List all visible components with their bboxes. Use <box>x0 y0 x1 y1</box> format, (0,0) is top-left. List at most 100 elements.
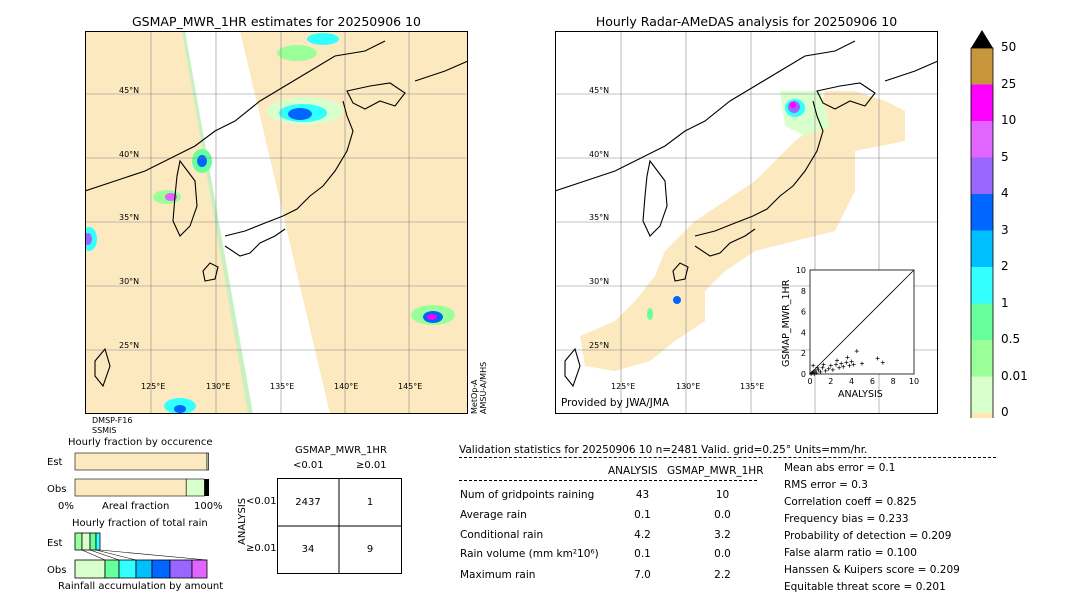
validation-col-analysis: ANALYSIS <box>608 465 658 477</box>
stat-row-analysis: 7.0 <box>634 569 651 581</box>
colorbar-tick-label: 10 <box>1001 113 1017 127</box>
stat-row-analysis: 0.1 <box>634 548 651 560</box>
scatter-point <box>814 370 819 375</box>
scatter-point <box>830 367 835 372</box>
right-lon-130: 130°E <box>676 382 701 391</box>
left-lat-45: 45°N <box>119 86 140 95</box>
contingency-row2: ≥0.01 <box>246 543 277 554</box>
right-lat-45: 45°N <box>589 86 610 95</box>
colorbar-segment <box>971 340 993 377</box>
colorbar-segment <box>971 121 993 158</box>
occ-obs-dry-bar <box>74 478 187 497</box>
total-rain-chart <box>74 532 208 579</box>
occ-obs-heavy-bar <box>204 479 209 496</box>
contingency-col1: <0.01 <box>293 460 324 471</box>
colorbar-segment <box>971 48 993 85</box>
occ-obs-rain-bar <box>185 478 205 497</box>
colorbar-tick-label: 0 <box>1001 405 1009 419</box>
occurrence-title: Hourly fraction by occurence <box>68 437 213 448</box>
stat-row-gsmap: 0.0 <box>714 548 731 560</box>
stat-row-gsmap: 0.0 <box>714 509 731 521</box>
right-map-title: Hourly Radar-AMeDAS analysis for 2025090… <box>595 14 898 29</box>
score-line: Hanssen & Kuipers score = 0.209 <box>784 564 960 576</box>
scatter-point <box>875 356 880 361</box>
validation-divider-top <box>459 457 996 458</box>
contingency-cell-11: 2437 <box>295 497 321 508</box>
score-line: Equitable threat score = 0.201 <box>784 581 946 593</box>
scatter-point <box>849 359 854 364</box>
left-map-frame <box>85 31 468 414</box>
colorbar-segment <box>971 194 993 231</box>
right-lon-135: 135°E <box>740 382 765 391</box>
contingency-cell-12: 1 <box>366 497 374 508</box>
left-lat-30: 30°N <box>119 277 140 286</box>
scatter-ytick: 6 <box>801 308 806 317</box>
contingency-cell-22: 9 <box>366 544 374 555</box>
colorbar-tick-label: 3 <box>1001 222 1009 237</box>
right-lat-25: 25°N <box>589 341 610 350</box>
right-map-frame <box>555 31 938 414</box>
score-line: Probability of detection = 0.209 <box>784 530 952 542</box>
scatter-ylabel: GSMAP_MWR_1HR <box>781 279 792 367</box>
occ-axis-right: 100% <box>194 501 223 512</box>
scatter-point <box>828 363 833 368</box>
right-sat-label: MetOp-A AMSU-A/MHS <box>470 361 488 414</box>
score-line: Frequency bias = 0.233 <box>784 513 909 525</box>
stat-row-label: Conditional rain <box>460 529 544 541</box>
stat-row-analysis: 43 <box>635 489 650 501</box>
left-lon-140: 140°E <box>334 382 359 391</box>
colorbar-segment <box>971 267 993 304</box>
scatter-point <box>816 367 821 372</box>
provided-by: Provided by JWA/JMA <box>561 397 670 409</box>
left-lon-145: 145°E <box>398 382 423 391</box>
left-lon-135: 135°E <box>270 382 295 391</box>
colorbar-tick-label: 0.5 <box>1001 332 1021 346</box>
scatter-ytick: 10 <box>796 266 806 275</box>
left-lon-125: 125°E <box>141 382 166 391</box>
scatter-point <box>823 368 828 373</box>
occ-est-dry-bar <box>74 452 208 471</box>
scatter-point <box>826 366 831 371</box>
stat-row-label: Maximum rain <box>460 569 536 581</box>
stat-row-analysis: 0.1 <box>634 509 651 521</box>
scatter-xtick: 0 <box>807 377 812 386</box>
left-lat-40: 40°N <box>119 150 140 159</box>
scatter-point <box>847 363 852 368</box>
occ-obs-label: Obs <box>47 484 67 495</box>
scatter-ytick: 0 <box>801 370 806 379</box>
scatter-xtick: 6 <box>870 377 875 386</box>
left-lon-130: 130°E <box>206 382 231 391</box>
contingency-row1: <0.01 <box>246 496 277 507</box>
colorbar-tick-label: 50 <box>1001 40 1017 54</box>
colorbar-tick-label: 0.01 <box>1001 368 1028 383</box>
scatter-point <box>813 368 818 373</box>
occurrence-chart <box>74 452 209 497</box>
scatter-point <box>844 360 849 365</box>
stat-row-gsmap: 2.2 <box>714 569 731 581</box>
scatter-xlabel: ANALYSIS <box>838 389 883 400</box>
scatter-point <box>835 358 840 363</box>
scatter-point <box>821 362 826 367</box>
colorbar <box>970 30 994 418</box>
scatter-point <box>860 361 864 366</box>
validation-divider-cols <box>459 480 757 481</box>
contingency-title: GSMAP_MWR_1HR <box>295 445 387 456</box>
score-line: RMS error = 0.3 <box>784 479 868 491</box>
scatter-xtick: 8 <box>891 377 896 386</box>
contingency-cell-21: 34 <box>301 544 315 555</box>
scatter-point <box>812 372 817 376</box>
scatter-point <box>811 363 816 368</box>
right-lat-30: 30°N <box>589 277 610 286</box>
scatter-diagonal <box>809 269 915 375</box>
colorbar-tick-label: 25 <box>1001 76 1017 91</box>
stat-row-label: Average rain <box>460 509 527 521</box>
contingency-col2: ≥0.01 <box>356 460 387 471</box>
validation-col-gsmap: GSMAP_MWR_1HR <box>667 465 764 477</box>
colorbar-tick-label: 4 <box>1001 186 1009 200</box>
colorbar-segment <box>971 84 993 121</box>
colorbar-segment <box>971 413 993 418</box>
scatter-point <box>841 364 846 369</box>
score-line: Mean abs error = 0.1 <box>784 462 896 474</box>
occ-axis-mid: Areal fraction <box>102 501 170 512</box>
left-lat-25: 25°N <box>119 341 140 350</box>
